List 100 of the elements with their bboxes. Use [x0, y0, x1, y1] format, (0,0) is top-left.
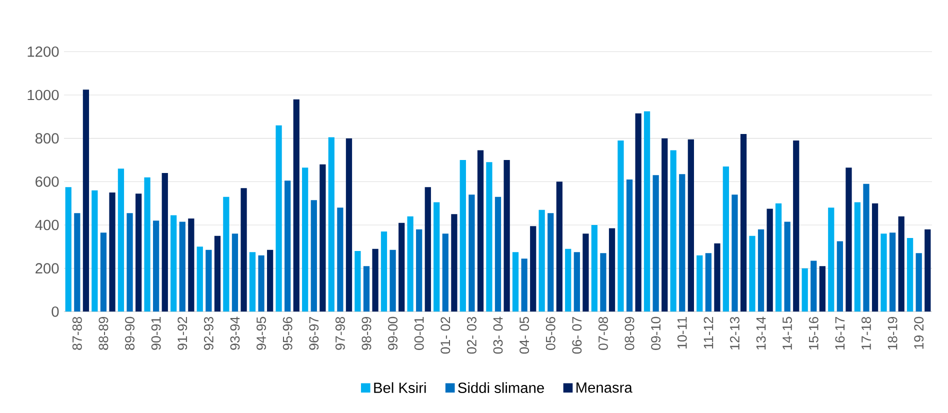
bar — [328, 137, 334, 312]
bar — [206, 250, 212, 312]
bar — [249, 252, 256, 312]
bar — [214, 236, 221, 312]
bar — [126, 213, 133, 312]
bar — [819, 266, 826, 312]
bar — [652, 175, 659, 312]
x-tick-label: 88-89 — [98, 316, 108, 350]
bar — [136, 194, 142, 312]
bar — [460, 160, 466, 312]
bar — [836, 241, 844, 312]
legend-label: Bel Ksiri — [374, 382, 426, 394]
bar — [486, 162, 492, 312]
bar — [276, 125, 282, 312]
x-tick-label: 11-12 — [704, 317, 714, 348]
bar — [670, 150, 676, 312]
x-tick-label: 10-11 — [677, 317, 687, 348]
y-tick-label: 1200 — [28, 46, 59, 57]
bar — [74, 213, 80, 312]
bar — [267, 250, 274, 312]
bar — [240, 188, 247, 312]
x-tick-label: 89-90 — [125, 316, 134, 350]
bar — [521, 258, 528, 312]
bar — [232, 234, 238, 312]
bar — [635, 113, 642, 312]
bar — [722, 166, 729, 312]
x-tick-label: 18-19 — [888, 316, 898, 350]
y-tick-label: 400 — [35, 220, 59, 230]
legend-label: Menasra — [576, 382, 632, 393]
x-tick-label: 03- 04 — [493, 316, 503, 354]
bar — [109, 192, 116, 312]
x-tick-label: 06- 07 — [572, 317, 582, 354]
x-tick-label: 97-98 — [335, 316, 345, 350]
bar — [854, 202, 861, 312]
bar — [766, 208, 773, 312]
bar — [556, 182, 562, 312]
bar — [100, 232, 107, 312]
bar — [802, 268, 808, 312]
bar — [626, 179, 633, 312]
bar — [889, 232, 896, 312]
bar — [662, 138, 668, 312]
bar — [688, 139, 694, 312]
bar — [380, 231, 388, 312]
bar — [258, 255, 264, 312]
bar — [494, 196, 502, 312]
x-tick-label: 02- 03 — [466, 316, 476, 354]
x-tick-label: 09-10 — [651, 316, 661, 350]
x-tick-label: 00-01 — [414, 317, 424, 350]
bar — [390, 250, 396, 312]
bar — [302, 168, 308, 312]
bar — [398, 222, 405, 312]
bar — [714, 243, 720, 312]
bar — [188, 218, 194, 312]
bar — [284, 180, 291, 312]
bar — [608, 228, 616, 312]
bar — [196, 246, 203, 312]
y-tick-label: 0 — [52, 306, 59, 317]
x-tick-label: 04- 05 — [520, 316, 530, 354]
bar — [372, 248, 378, 312]
bar — [618, 140, 624, 312]
bar — [810, 260, 817, 312]
y-tick-label: 200 — [36, 263, 59, 274]
bar — [644, 111, 650, 312]
x-tick-label: 92-93 — [204, 316, 214, 350]
bar — [784, 222, 790, 312]
x-tick-label: 95-96 — [282, 316, 292, 350]
bar — [223, 196, 230, 312]
bar — [153, 220, 160, 312]
bar — [118, 168, 124, 312]
bar — [846, 168, 852, 312]
bar — [696, 255, 703, 312]
bar — [354, 250, 361, 312]
bar — [407, 216, 414, 312]
bar — [512, 252, 519, 312]
bar — [170, 215, 177, 312]
y-tick-label: 600 — [36, 176, 59, 187]
bar — [906, 238, 914, 312]
bar — [144, 177, 150, 312]
bar — [872, 203, 878, 312]
x-tick-label: 01- 02 — [440, 317, 450, 354]
bar — [548, 213, 554, 312]
bar — [740, 134, 747, 312]
x-tick-label: 94-95 — [256, 316, 266, 350]
bar — [442, 234, 448, 312]
bar — [424, 187, 431, 312]
x-tick-label: 17-18 — [862, 316, 871, 350]
bar — [880, 234, 887, 312]
bar — [749, 236, 756, 312]
bar — [916, 253, 922, 312]
x-tick-label: 07-08 — [598, 316, 608, 350]
bar — [565, 248, 572, 312]
bar — [758, 229, 764, 312]
x-tick-label: 13-14 — [756, 316, 766, 350]
bar — [468, 194, 475, 312]
bar — [924, 229, 931, 312]
bar — [451, 214, 458, 312]
bar — [82, 90, 90, 312]
bar — [346, 138, 352, 312]
bar — [793, 140, 800, 312]
bar — [863, 184, 870, 312]
